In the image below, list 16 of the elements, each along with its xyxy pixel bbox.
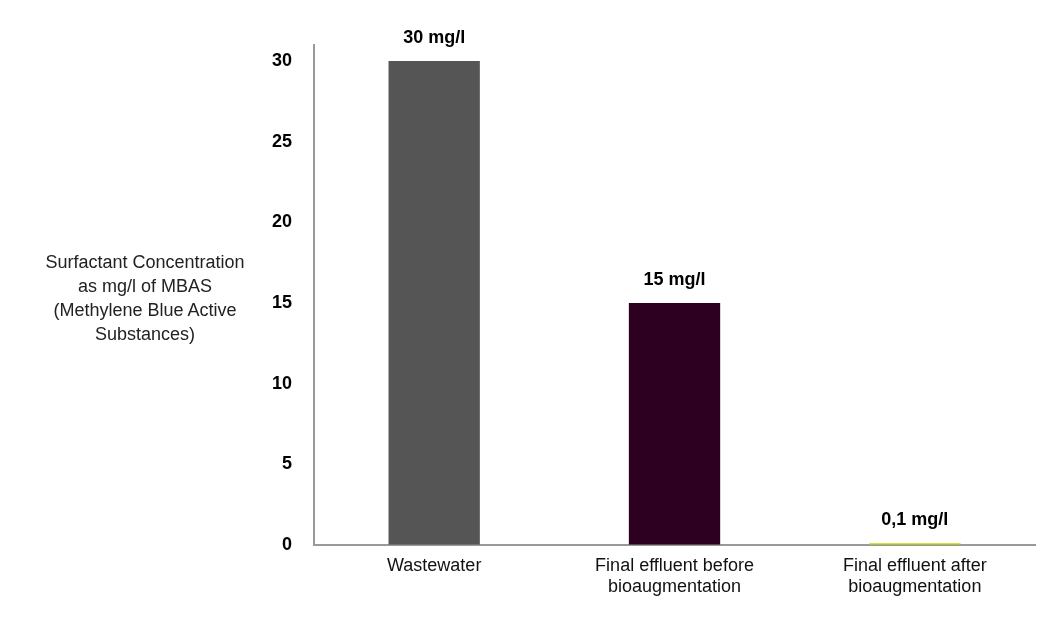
y-tick-label: 10 bbox=[271, 372, 293, 393]
y-tick-label: 15 bbox=[271, 291, 293, 312]
bar bbox=[628, 302, 721, 545]
x-tick-label: Final effluent after bioaugmentation bbox=[842, 554, 987, 597]
x-tick-label: Final effluent before bioaugmentation bbox=[595, 554, 754, 597]
y-axis-title: Surfactant Concentration as mg/l of MBAS (Methylene Blue Active Substances) bbox=[44, 251, 246, 346]
data-label: 30 mg/l bbox=[403, 27, 466, 48]
y-tick-label: 30 bbox=[271, 50, 293, 71]
bar bbox=[388, 61, 480, 545]
data-label: 15 mg/l bbox=[643, 268, 706, 289]
x-tick-label: Wastewater bbox=[387, 554, 482, 575]
data-label: 0,1 mg/l bbox=[881, 509, 949, 530]
y-tick-label: 0 bbox=[282, 533, 293, 554]
y-tick-label: 5 bbox=[282, 453, 293, 474]
y-tick-label: 25 bbox=[271, 130, 293, 151]
y-tick-label: 20 bbox=[271, 211, 293, 232]
